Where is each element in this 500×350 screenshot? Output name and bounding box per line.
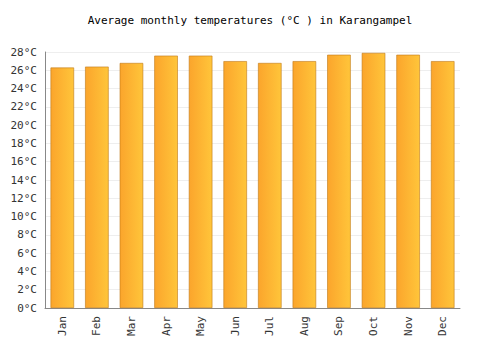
svg-text:14°C: 14°C [11,174,38,187]
svg-text:Nov: Nov [402,316,415,336]
svg-text:4°C: 4°C [17,265,37,278]
svg-text:20°C: 20°C [11,119,38,132]
svg-text:Jul: Jul [263,316,276,336]
svg-text:8°C: 8°C [17,228,37,241]
svg-text:28°C: 28°C [11,46,38,59]
svg-text:Average monthly temperatures (: Average monthly temperatures (°C ) in Ka… [88,14,413,27]
svg-text:18°C: 18°C [11,137,38,150]
svg-text:0°C: 0°C [17,302,37,315]
svg-text:Sep: Sep [332,316,345,336]
svg-text:24°C: 24°C [11,82,38,95]
svg-text:26°C: 26°C [11,64,38,77]
svg-text:Dec: Dec [436,316,449,336]
svg-text:Oct: Oct [367,316,380,336]
svg-text:2°C: 2°C [17,283,37,296]
svg-text:Jun: Jun [229,316,242,336]
svg-text:Aug: Aug [298,316,311,336]
svg-text:Jan: Jan [56,316,69,336]
svg-text:Mar: Mar [125,316,138,336]
svg-text:10°C: 10°C [11,210,38,223]
svg-text:12°C: 12°C [11,192,38,205]
svg-text:Feb: Feb [90,316,103,336]
svg-text:22°C: 22°C [11,100,38,113]
svg-text:6°C: 6°C [17,247,37,260]
svg-text:May: May [194,316,207,336]
svg-text:16°C: 16°C [11,155,38,168]
svg-text:Apr: Apr [160,316,173,336]
